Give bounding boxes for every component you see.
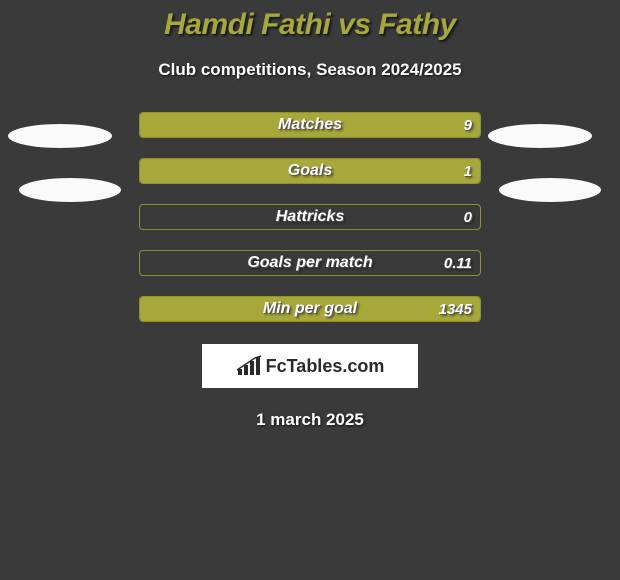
date-label: 1 march 2025 bbox=[0, 410, 620, 430]
right-ellipse bbox=[488, 124, 592, 148]
stat-row: Goals per match0.11 bbox=[0, 250, 620, 276]
stat-value: 0 bbox=[464, 205, 472, 229]
stat-bar-fill bbox=[140, 297, 480, 321]
stat-bar-track: Matches9 bbox=[139, 112, 481, 138]
stat-bar-fill bbox=[140, 159, 480, 183]
stat-bar-track: Goals1 bbox=[139, 158, 481, 184]
left-ellipse bbox=[19, 178, 121, 202]
brand-badge: FcTables.com bbox=[202, 344, 418, 388]
stat-row: Min per goal1345 bbox=[0, 296, 620, 322]
chart-icon bbox=[236, 355, 262, 377]
left-ellipse bbox=[8, 124, 112, 148]
comparison-card: Hamdi Fathi vs Fathy Club competitions, … bbox=[0, 0, 620, 430]
stat-bar-track: Min per goal1345 bbox=[139, 296, 481, 322]
stat-bar-track: Goals per match0.11 bbox=[139, 250, 481, 276]
right-ellipse bbox=[499, 178, 601, 202]
stat-bar-fill bbox=[140, 113, 480, 137]
subtitle: Club competitions, Season 2024/2025 bbox=[0, 60, 620, 80]
stat-value: 0.11 bbox=[444, 251, 472, 275]
stat-label: Hattricks bbox=[140, 205, 480, 229]
stat-bar-track: Hattricks0 bbox=[139, 204, 481, 230]
page-title: Hamdi Fathi vs Fathy bbox=[0, 8, 620, 42]
stat-row: Hattricks0 bbox=[0, 204, 620, 230]
brand-text: FcTables.com bbox=[266, 356, 385, 377]
stat-label: Goals per match bbox=[140, 251, 480, 275]
